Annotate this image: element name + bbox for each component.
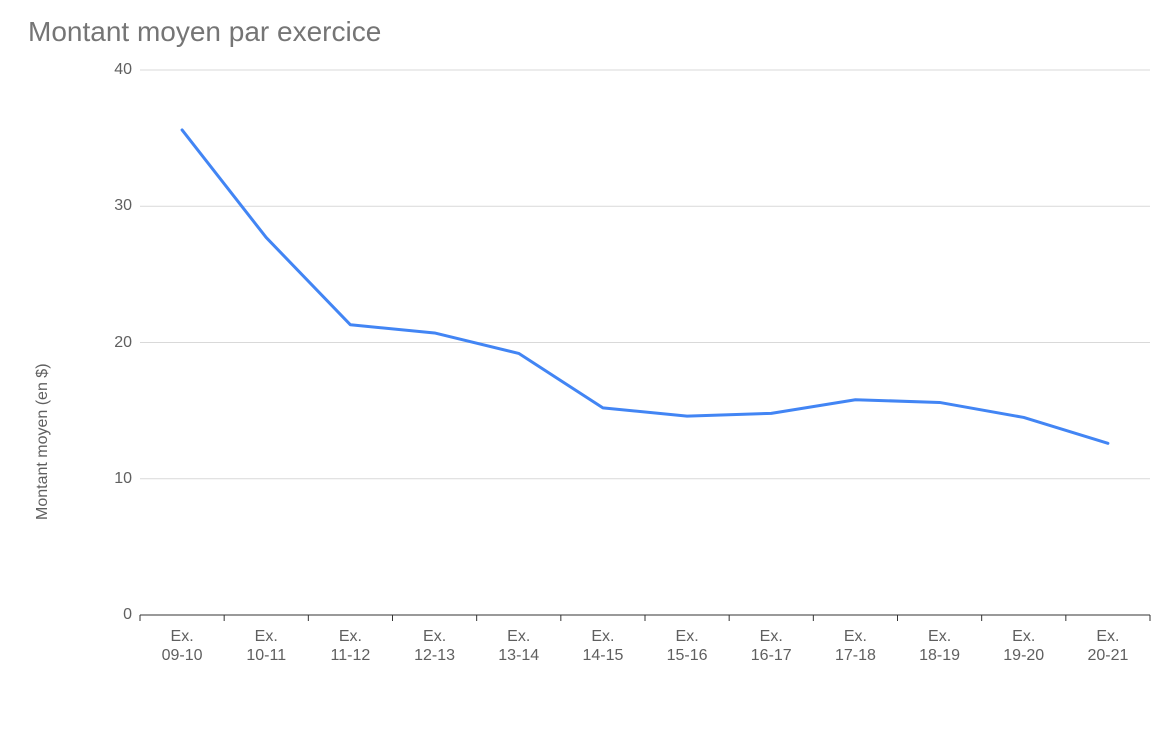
x-tick-label: Ex. 19-20: [982, 627, 1066, 665]
x-tick-label: Ex. 17-18: [813, 627, 897, 665]
chart-plot: [140, 70, 1150, 623]
data-line: [182, 130, 1108, 443]
y-axis-label: Montant moyen (en $): [34, 363, 52, 520]
x-tick-label: Ex. 09-10: [140, 627, 224, 665]
x-tick-label: Ex. 16-17: [729, 627, 813, 665]
x-tick-label: Ex. 18-19: [898, 627, 982, 665]
y-tick-label: 0: [92, 606, 132, 624]
x-tick-label: Ex. 11-12: [308, 627, 392, 665]
x-tick-label: Ex. 20-21: [1066, 627, 1150, 665]
x-tick-label: Ex. 12-13: [393, 627, 477, 665]
x-tick-label: Ex. 14-15: [561, 627, 645, 665]
y-tick-label: 40: [92, 61, 132, 79]
chart-container: Montant moyen par exercice Montant moyen…: [0, 0, 1176, 730]
y-tick-label: 20: [92, 334, 132, 352]
y-tick-label: 10: [92, 470, 132, 488]
x-tick-label: Ex. 10-11: [224, 627, 308, 665]
chart-title: Montant moyen par exercice: [28, 16, 381, 48]
x-tick-label: Ex. 13-14: [477, 627, 561, 665]
y-tick-label: 30: [92, 197, 132, 215]
x-tick-label: Ex. 15-16: [645, 627, 729, 665]
